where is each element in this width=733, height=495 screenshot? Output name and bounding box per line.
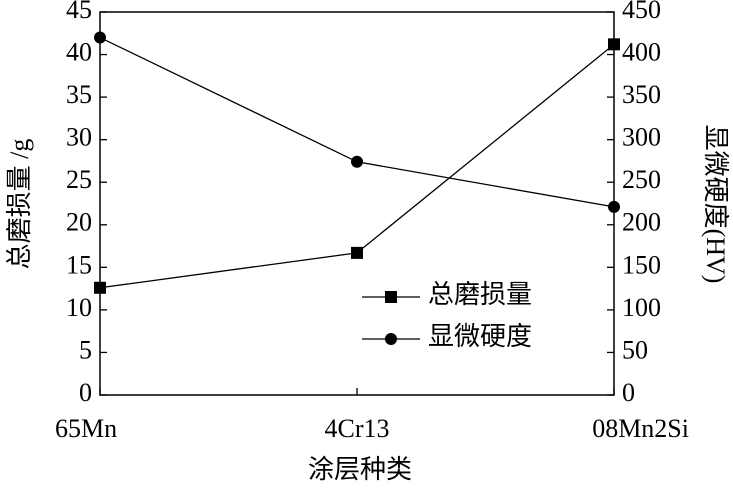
data-point: [351, 155, 363, 168]
x-tick-label: 4Cr13: [325, 414, 390, 443]
y2-tick-label: 300: [622, 123, 661, 152]
y-tick-label: 5: [79, 335, 92, 364]
y-tick-label: 0: [79, 378, 92, 407]
y-tick-label: 35: [66, 80, 92, 109]
y-tick-label: 25: [66, 165, 92, 194]
legend-label: 显微硬度: [428, 322, 532, 351]
data-point: [608, 38, 620, 51]
data-point: [94, 281, 106, 294]
legend-label: 总磨损量: [428, 280, 532, 309]
legend-marker: [385, 291, 397, 303]
y2-tick-label: 450: [622, 0, 661, 24]
y-tick-label: 40: [66, 38, 92, 67]
y-tick-label: 20: [66, 208, 92, 237]
y2-tick-label: 250: [622, 165, 661, 194]
y-axis-label: 总磨损量 /g: [5, 139, 34, 270]
x-tick-label: 08Mn2Si: [592, 414, 689, 443]
y2-tick-label: 400: [622, 38, 661, 67]
series-line: [99, 36, 615, 208]
x-axis-label: 涂层种类: [308, 455, 412, 484]
legend-marker: [385, 333, 397, 345]
y-tick-label: 10: [66, 293, 92, 322]
y2-tick-label: 350: [622, 80, 661, 109]
y2-tick-label: 0: [622, 378, 635, 407]
data-point: [351, 246, 363, 259]
data-point: [608, 200, 620, 213]
y2-tick-label: 200: [622, 208, 661, 237]
x-tick-label: 65Mn: [55, 414, 117, 443]
y2-axis-label: 显微硬度(HV): [701, 125, 730, 284]
y2-tick-label: 150: [622, 250, 661, 279]
y-tick-label: 15: [66, 250, 92, 279]
plot-frame: [99, 11, 615, 396]
y2-tick-label: 50: [622, 335, 648, 364]
y-tick-label: 30: [66, 123, 92, 152]
y2-tick-label: 100: [622, 293, 661, 322]
y-tick-label: 45: [66, 0, 92, 24]
data-point: [94, 31, 106, 44]
